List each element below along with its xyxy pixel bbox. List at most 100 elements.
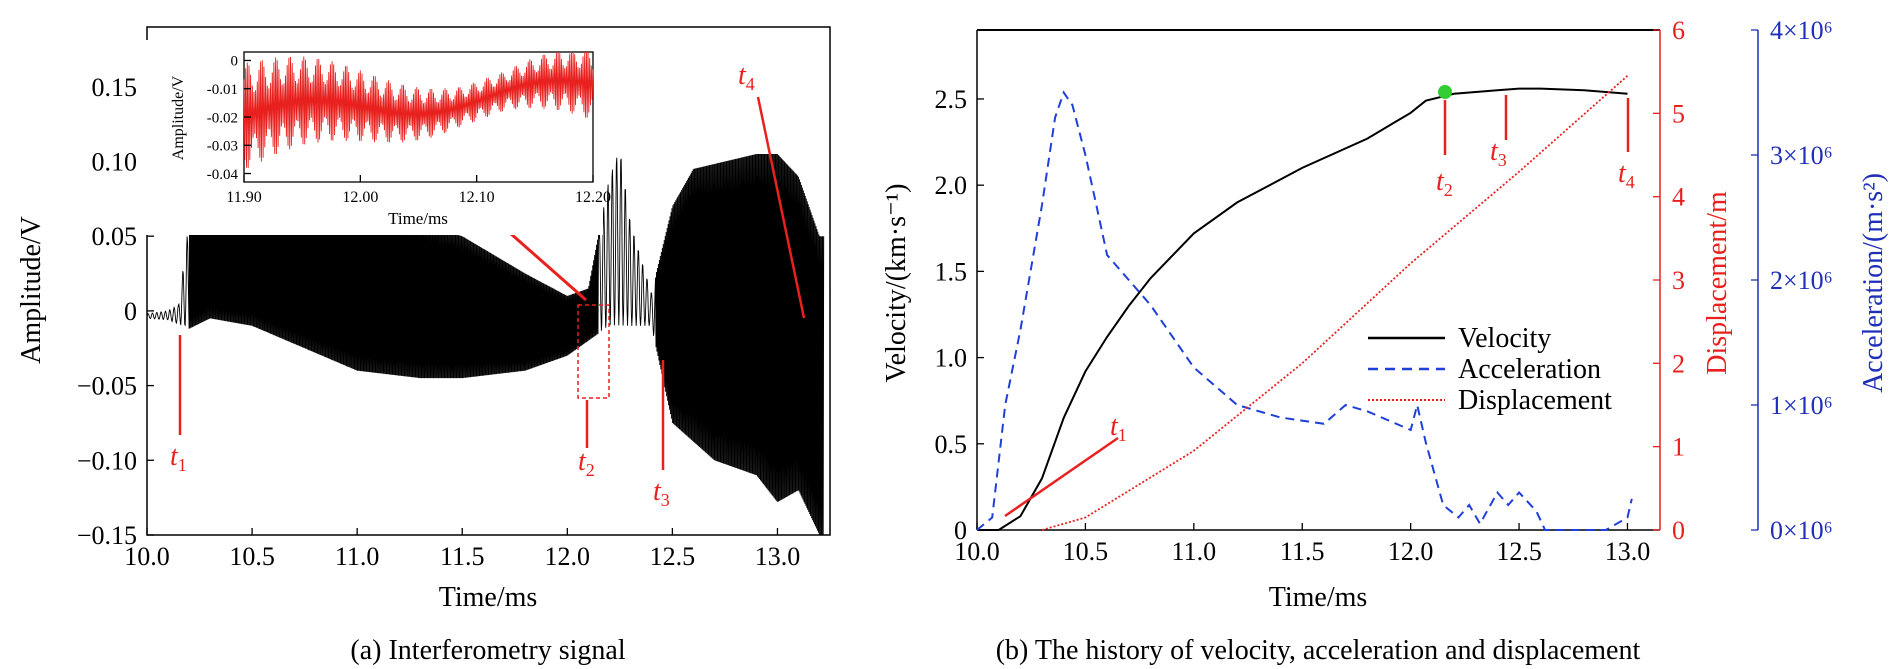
panel-b-x-tick-label: 10.5	[1063, 537, 1109, 566]
velocity-line	[977, 87, 1628, 531]
panel-b-series	[976, 75, 1633, 531]
marker-a-t2-sub: 2	[586, 460, 595, 480]
marker-a-t2-label: t	[578, 446, 587, 477]
signal-trace	[146, 153, 825, 536]
panel-a-x-tick-label: 12.5	[650, 542, 696, 571]
marker-b-t3-label: t	[1490, 136, 1499, 167]
inset-x-axis-label: Time/ms	[388, 209, 448, 228]
panel-a-marker-t4: t4	[738, 60, 806, 319]
inset-x-tick-label: 12.20	[575, 189, 611, 206]
panel-a-x-tick-label: 11.5	[440, 542, 485, 571]
panel-b-marker-t4: t4	[1618, 98, 1635, 192]
velocity-axis-ticks: 0 0.5 1.0 1.5 2.0 2.5	[935, 85, 984, 545]
displacement-axis-tick-label: 4	[1672, 183, 1685, 212]
panel-b-x-tick-label: 12.5	[1496, 537, 1542, 566]
panel-a-x-tick-label: 10.5	[229, 542, 275, 571]
velocity-axis-label: Velocity/(km·s⁻¹)	[881, 184, 912, 383]
acceleration-line	[976, 90, 1633, 531]
panel-a-x-tick-label: 12.0	[545, 542, 591, 571]
panel-b-x-tick-label: 10.0	[954, 537, 1000, 566]
panel-b-x-ticks: 10.0 10.5 11.0 11.5 12.0 12.5 13.0	[954, 523, 1650, 566]
legend-velocity-label: Velocity	[1458, 323, 1551, 354]
acceleration-axis-label: Acceleration/(m·s²)	[1858, 173, 1889, 393]
svg-text:t3: t3	[653, 476, 670, 510]
inset-x-tick-label: 11.90	[226, 189, 261, 206]
panel-a-marker-t3: t3	[653, 360, 670, 510]
marker-a-t4-label: t	[738, 60, 747, 91]
panel-a-y-axis-label: Amplitude/V	[16, 216, 47, 364]
marker-a-t3-sub: 3	[661, 490, 670, 510]
panel-b-x-tick-label: 13.0	[1605, 537, 1651, 566]
inset-y-tick-label: -0.04	[207, 167, 239, 183]
velocity-axis-tick-label: 2.0	[935, 171, 968, 200]
inset-x-tick-label: 12.00	[342, 189, 378, 206]
marker-b-t4-sub: 4	[1626, 172, 1635, 192]
panel-b-x-tick-label: 11.0	[1172, 537, 1217, 566]
panel-a-x-axis-label: Time/ms	[439, 582, 538, 613]
panel-b-x-tick-label: 11.5	[1280, 537, 1325, 566]
svg-text:t1: t1	[170, 441, 187, 475]
panel-b-x-axis-label: Time/ms	[1269, 582, 1368, 613]
marker-a-t1-sub: 1	[178, 455, 187, 475]
acceleration-axis-tick-label: 4×10⁶	[1770, 16, 1833, 45]
inset-x-ticks: 11.90 12.00 12.10 12.20	[226, 175, 611, 206]
panel-a-x-tick-label: 10.0	[124, 542, 170, 571]
inset-y-ticks: 0 -0.01 -0.02 -0.03 -0.04	[207, 54, 251, 183]
inset-zoomed-signal	[243, 51, 594, 168]
acceleration-axis-ticks: 0×10⁶ 1×10⁶ 2×10⁶ 3×10⁶ 4×10⁶	[1751, 16, 1833, 545]
displacement-axis-tick-label: 2	[1672, 349, 1685, 378]
svg-text:t1: t1	[1110, 411, 1127, 445]
marker-b-t2-sub: 2	[1444, 180, 1453, 200]
inset-y-tick-label: -0.03	[207, 139, 238, 155]
panel-a-y-tick-label: 0.05	[92, 222, 138, 251]
panel-a-inset: 11.90 12.00 12.10 12.20 0 -0.01 -0.02 -0.03 -0.…	[143, 40, 611, 235]
displacement-axis-tick-label: 6	[1672, 16, 1685, 45]
velocity-axis-tick-label: 1.0	[935, 344, 968, 373]
acceleration-axis-tick-label: 0×10⁶	[1770, 516, 1833, 545]
panel-b-marker-t2: t2	[1436, 100, 1453, 200]
interferometry-signal	[146, 153, 825, 536]
inset-y-tick-label: -0.01	[207, 82, 238, 98]
acceleration-axis-tick-label: 3×10⁶	[1770, 141, 1833, 170]
panel-b-marker-t3: t3	[1490, 95, 1508, 170]
inset-y-tick-label: 0	[231, 54, 239, 70]
panel-a-y-ticks: 0.15 0.10 0.05 0 −0.05 −0.10 −0.15	[77, 73, 154, 550]
inset-y-tick-label: -0.02	[207, 110, 238, 126]
panel-a-y-tick-label: −0.10	[77, 446, 137, 475]
panel-b: 10.0 10.5 11.0 11.5 12.0 12.5 13.0 00.51.01.52…	[881, 16, 1889, 666]
marker-a-t4-sub: 4	[746, 74, 755, 94]
panel-a-plot-frame	[146, 26, 831, 536]
velocity-axis-tick-label: 2.5	[935, 85, 968, 114]
marker-b-t1-label: t	[1110, 411, 1119, 442]
svg-text:t2: t2	[1436, 166, 1453, 200]
panel-a-x-tick-label: 13.0	[755, 542, 801, 571]
marker-b-t2-label: t	[1436, 166, 1445, 197]
zoom-region-box	[577, 304, 610, 399]
acceleration-axis-tick-label: 2×10⁶	[1770, 266, 1833, 295]
marker-b-t4-label: t	[1618, 158, 1627, 189]
panel-b-x-tick-label: 12.0	[1388, 537, 1434, 566]
panel-a-marker-t1: t1	[170, 335, 187, 475]
panel-a-y-tick-label: 0.10	[92, 147, 138, 176]
displacement-line	[1041, 75, 1629, 531]
svg-text:t4: t4	[738, 60, 755, 94]
displacement-axis-ticks: 0 1 2 3 4 5 6	[1653, 16, 1685, 545]
velocity-axis-tick-label: 0	[954, 516, 967, 545]
velocity-axis-tick-label: 0.5	[935, 430, 968, 459]
acceleration-axis-tick-label: 1×10⁶	[1770, 391, 1833, 420]
panel-b-marker-t1: t1	[1004, 411, 1127, 518]
panel-b-caption: (b) The history of velocity, acceleratio…	[996, 635, 1641, 666]
inset-trace	[243, 51, 594, 168]
marker-a-t1-label: t	[170, 441, 179, 472]
t2-velocity-point	[1438, 85, 1452, 99]
marker-a-t3-label: t	[653, 476, 662, 507]
panel-a-x-ticks: 10.0 10.5 11.0 11.5 12.0 12.5 13.0	[124, 528, 800, 571]
panel-a-y-tick-label: −0.15	[77, 521, 137, 550]
legend-acceleration-label: Acceleration	[1458, 354, 1601, 385]
marker-b-t3-sub: 3	[1498, 150, 1507, 170]
panel-a-y-tick-label: 0	[124, 297, 137, 326]
panel-a-marker-t2: t2	[578, 400, 595, 480]
svg-text:t2: t2	[578, 446, 595, 480]
panel-b-legend: Velocity Acceleration Displacement	[1368, 323, 1612, 416]
